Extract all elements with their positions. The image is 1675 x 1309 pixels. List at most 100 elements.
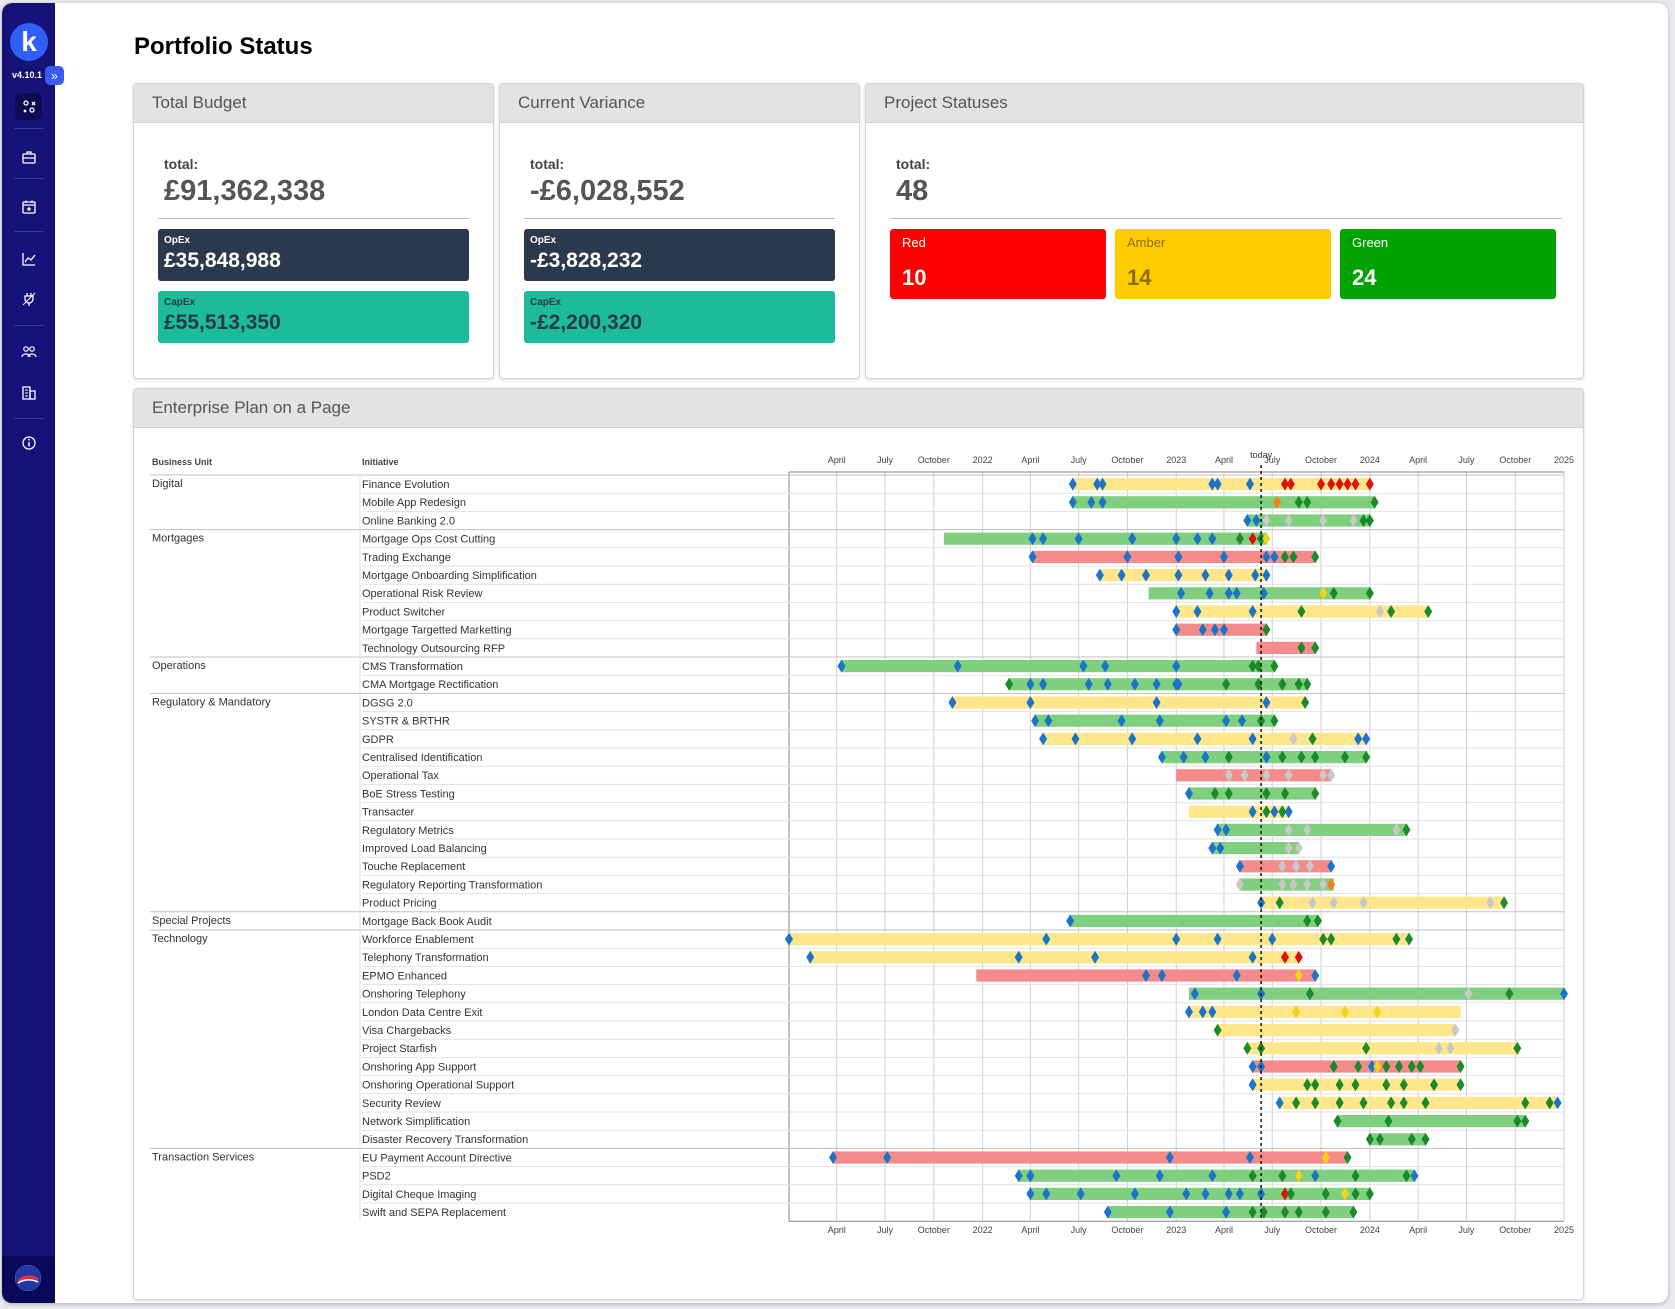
milestone-marker[interactable] — [1028, 532, 1037, 546]
gantt-bar[interactable] — [1217, 1024, 1456, 1037]
milestone-marker[interactable] — [1248, 1169, 1257, 1183]
milestone-marker[interactable] — [1172, 623, 1181, 637]
milestone-marker[interactable] — [1262, 568, 1271, 582]
milestone-marker[interactable] — [1190, 987, 1199, 1001]
milestone-marker[interactable] — [1248, 1078, 1257, 1092]
milestone-marker[interactable] — [1464, 987, 1473, 1001]
milestone-marker[interactable] — [1084, 677, 1093, 691]
milestone-marker[interactable] — [1305, 987, 1314, 1001]
nav-integrations[interactable] — [15, 285, 42, 312]
milestone-marker[interactable] — [1434, 1041, 1443, 1055]
milestone-marker[interactable] — [1208, 1169, 1217, 1183]
milestone-marker[interactable] — [806, 950, 815, 964]
milestone-marker[interactable] — [1005, 677, 1014, 691]
milestone-marker[interactable] — [1152, 677, 1161, 691]
milestone-marker[interactable] — [1335, 477, 1344, 491]
milestone-marker[interactable] — [1362, 750, 1371, 764]
milestone-marker[interactable] — [1280, 950, 1289, 964]
app-logo[interactable]: k — [10, 23, 48, 61]
milestone-marker[interactable] — [1216, 841, 1225, 855]
milestone-marker[interactable] — [1343, 1151, 1352, 1164]
milestone-marker[interactable] — [1039, 532, 1048, 546]
milestone-marker[interactable] — [1521, 1096, 1530, 1110]
milestone-marker[interactable] — [1243, 514, 1252, 527]
milestone-marker[interactable] — [1275, 1096, 1284, 1110]
milestone-marker[interactable] — [1278, 677, 1287, 691]
milestone-marker[interactable] — [1308, 732, 1317, 746]
milestone-marker[interactable] — [1039, 677, 1048, 691]
milestone-marker[interactable] — [1031, 714, 1040, 728]
milestone-marker[interactable] — [1275, 896, 1284, 910]
milestone-marker[interactable] — [1278, 750, 1287, 764]
milestone-marker[interactable] — [1224, 1187, 1233, 1201]
milestone-marker[interactable] — [1303, 823, 1312, 837]
milestone-marker[interactable] — [1327, 859, 1336, 873]
milestone-marker[interactable] — [1430, 1078, 1439, 1092]
milestone-marker[interactable] — [1333, 1114, 1342, 1128]
nav-portfolio[interactable] — [15, 93, 42, 120]
milestone-marker[interactable] — [1270, 550, 1279, 564]
milestone-marker[interactable] — [1235, 1187, 1244, 1201]
milestone-marker[interactable] — [1201, 568, 1210, 582]
nav-calendar[interactable] — [15, 193, 42, 220]
nav-reports[interactable] — [15, 245, 42, 272]
milestone-marker[interactable] — [1117, 714, 1126, 728]
milestone-marker[interactable] — [829, 1151, 838, 1164]
milestone-marker[interactable] — [1219, 550, 1228, 564]
milestone-marker[interactable] — [1014, 950, 1023, 964]
nav-projects[interactable] — [15, 143, 42, 170]
milestone-marker[interactable] — [1280, 1187, 1289, 1201]
milestone-marker[interactable] — [1321, 1205, 1330, 1219]
milestone-marker[interactable] — [948, 696, 957, 709]
milestone-marker[interactable] — [1278, 805, 1287, 819]
milestone-marker[interactable] — [1278, 1169, 1287, 1183]
milestone-marker[interactable] — [1311, 550, 1320, 564]
milestone-marker[interactable] — [1351, 1187, 1360, 1201]
milestone-marker[interactable] — [1362, 732, 1371, 746]
status-green-tile[interactable]: Green 24 — [1340, 229, 1556, 299]
milestone-marker[interactable] — [1421, 1132, 1430, 1146]
milestone-marker[interactable] — [1224, 750, 1233, 764]
milestone-marker[interactable] — [1392, 932, 1401, 946]
milestone-marker[interactable] — [1329, 896, 1338, 910]
milestone-marker[interactable] — [1210, 787, 1219, 800]
gantt-bar[interactable] — [789, 933, 1410, 946]
milestone-marker[interactable] — [1521, 1114, 1530, 1128]
milestone-marker[interactable] — [1311, 750, 1320, 764]
milestone-marker[interactable] — [1284, 514, 1293, 527]
milestone-marker[interactable] — [1248, 732, 1257, 746]
milestone-marker[interactable] — [1101, 659, 1110, 673]
milestone-marker[interactable] — [1262, 805, 1271, 819]
milestone-marker[interactable] — [1066, 914, 1075, 928]
milestone-marker[interactable] — [1424, 605, 1433, 618]
milestone-marker[interactable] — [1319, 768, 1328, 782]
gantt-bar[interactable] — [1107, 1206, 1354, 1219]
milestone-marker[interactable] — [1329, 586, 1338, 600]
milestone-marker[interactable] — [1421, 1096, 1430, 1110]
milestone-marker[interactable] — [1262, 696, 1271, 709]
milestone-marker[interactable] — [1028, 550, 1037, 564]
milestone-marker[interactable] — [1513, 1041, 1522, 1055]
milestone-marker[interactable] — [1560, 987, 1568, 1001]
milestone-marker[interactable] — [1098, 495, 1107, 509]
milestone-marker[interactable] — [1014, 1169, 1023, 1183]
milestone-marker[interactable] — [1327, 477, 1336, 491]
gantt-bar[interactable] — [1148, 587, 1370, 600]
milestone-marker[interactable] — [1184, 1005, 1193, 1019]
milestone-marker[interactable] — [1068, 477, 1077, 491]
milestone-marker[interactable] — [1486, 896, 1495, 910]
expand-sidebar-button[interactable]: » — [45, 66, 64, 85]
milestone-marker[interactable] — [1262, 787, 1271, 800]
milestone-marker[interactable] — [1319, 586, 1328, 600]
gantt-bar[interactable] — [1247, 1042, 1518, 1055]
gantt-bar[interactable] — [1072, 496, 1375, 509]
milestone-marker[interactable] — [1157, 969, 1166, 982]
milestone-marker[interactable] — [1079, 659, 1088, 673]
milestone-marker[interactable] — [1382, 1078, 1391, 1092]
status-red-tile[interactable]: Red 10 — [890, 229, 1106, 299]
milestone-marker[interactable] — [1179, 750, 1188, 764]
milestone-marker[interactable] — [1071, 732, 1080, 746]
milestone-marker[interactable] — [1387, 1096, 1396, 1110]
milestone-marker[interactable] — [1321, 1151, 1330, 1164]
nav-people[interactable] — [15, 338, 42, 365]
